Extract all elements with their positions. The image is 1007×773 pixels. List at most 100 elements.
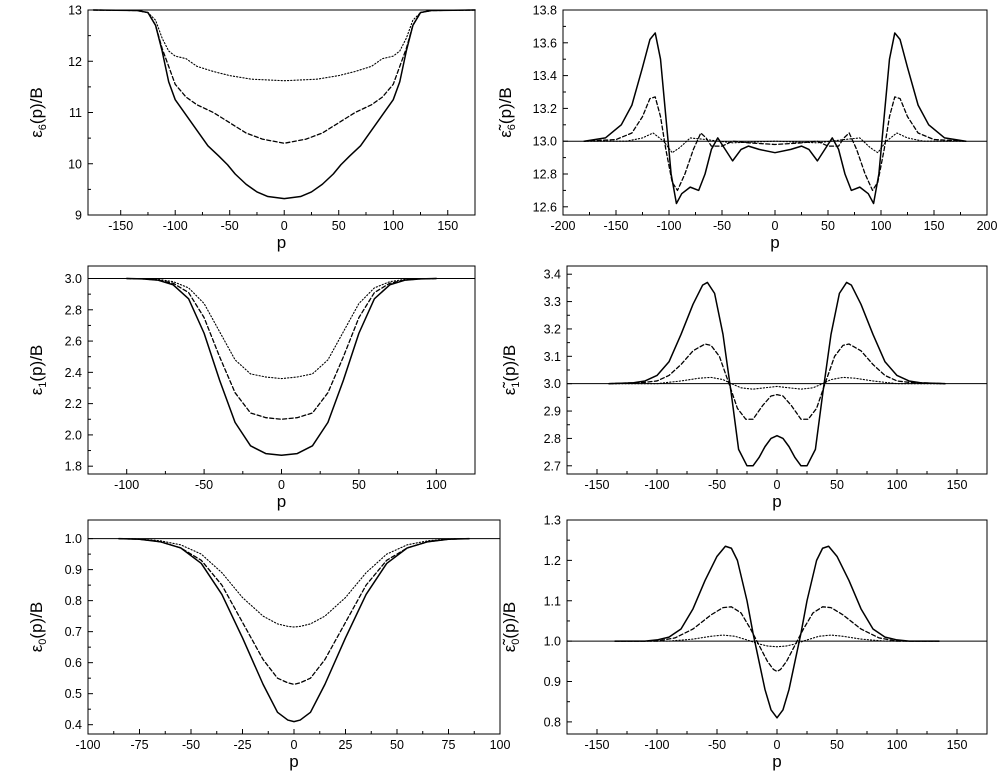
y-tick-label: 3.3 <box>544 295 561 309</box>
chart-panel-eps1tilde: -150 -100 -50 0 50 100 150 2.7 2.8 2.9 3.0 3.1 3.2 3.… <box>500 265 988 511</box>
chart-panel-eps1: -100 -50 0 50 100 1.8 2.0 2.2 2.4 2.6 2.8 3.0 p ε1(p)… <box>27 265 476 511</box>
y-tick-label: 13.8 <box>533 4 557 18</box>
x-tick-label: -25 <box>233 738 251 752</box>
y-tick-label: 0.8 <box>544 715 561 729</box>
y-tick-label: 2.9 <box>544 405 561 419</box>
x-tick-label: -50 <box>713 219 731 233</box>
series-line-solid <box>608 281 946 467</box>
series-line-dotted <box>583 132 967 154</box>
chart-panel-eps0: -100 -75 -50 -25 0 25 50 75 100 0.4 0.5 0.6 0.7 0.8 0.… <box>27 519 511 771</box>
series-line-solid <box>92 9 476 200</box>
x-tick-label: 0 <box>774 738 781 752</box>
y-tick-label: 2.2 <box>65 397 82 411</box>
x-tick-label: 25 <box>339 738 353 752</box>
series-line-dashed <box>583 96 967 192</box>
y-tick-label: 2.0 <box>65 428 82 442</box>
plot-frame <box>566 265 988 475</box>
x-tick-label: -50 <box>182 738 200 752</box>
x-axis-label: p <box>277 233 286 252</box>
y-tick-label: 2.4 <box>65 366 82 380</box>
plot-frame <box>566 519 988 735</box>
x-tick-label: -150 <box>584 478 609 492</box>
series-line-dashed <box>614 606 940 673</box>
y-tick-label: 3.0 <box>544 377 561 391</box>
x-tick-label: 100 <box>490 738 511 752</box>
x-tick-label: -100 <box>656 219 681 233</box>
x-tick-label: 0 <box>281 219 288 233</box>
x-tick-label: -50 <box>195 478 213 492</box>
x-tick-label: -200 <box>550 219 575 233</box>
y-axis-label: ε̃0(p)/B <box>500 602 522 653</box>
x-tick-label: -150 <box>584 738 609 752</box>
x-tick-label: -150 <box>603 219 628 233</box>
series-line-dotted <box>92 9 476 82</box>
y-tick-label: 1.0 <box>544 635 561 649</box>
y-tick-label: 2.6 <box>65 335 82 349</box>
series-line-dashed <box>608 343 946 420</box>
y-tick-label: 1.2 <box>544 554 561 568</box>
y-tick-label: 2.8 <box>65 303 82 317</box>
x-tick-label: -150 <box>108 219 133 233</box>
series-line-dotted <box>614 634 940 648</box>
plot-frame <box>87 9 476 216</box>
y-tick-label: 3.0 <box>65 272 82 286</box>
y-axis-label: ε̃6(p)/B <box>496 87 518 138</box>
x-tick-label: 100 <box>426 478 447 492</box>
y-axis-label: ε0(p)/B <box>27 602 49 653</box>
y-tick-label: 10 <box>68 157 82 171</box>
x-axis-label: p <box>277 492 286 511</box>
x-tick-label: 50 <box>390 738 404 752</box>
x-tick-label: 0 <box>291 738 298 752</box>
y-tick-label: 2.7 <box>544 459 561 473</box>
y-tick-label: 3.2 <box>544 322 561 336</box>
y-tick-label: 11 <box>69 106 82 120</box>
y-tick-label: 13.6 <box>533 36 557 50</box>
y-axis-label: ε6(p)/B <box>27 87 49 138</box>
series-line-dotted <box>608 376 946 390</box>
y-tick-label: 0.5 <box>65 687 82 701</box>
x-tick-label: 200 <box>977 219 998 233</box>
x-tick-label: 50 <box>332 219 346 233</box>
y-axis-label: ε̃1(p)/B <box>500 345 522 396</box>
x-tick-label: 100 <box>871 219 892 233</box>
y-tick-label: 13.0 <box>533 135 557 149</box>
x-tick-label: 150 <box>924 219 945 233</box>
series-line-dashed <box>92 9 476 144</box>
series-line-dotted <box>118 538 470 628</box>
series-line-solid <box>125 277 438 456</box>
y-tick-label: 12.6 <box>533 200 557 214</box>
chart-panel-eps0tilde: -150 -100 -50 0 50 100 150 0.8 0.9 1.0 1.1 1.2 1.3 p ε… <box>500 514 988 771</box>
series-line-solid <box>118 537 470 723</box>
series-line-dashed <box>126 277 437 420</box>
x-axis-label: p <box>772 752 781 771</box>
x-tick-label: -100 <box>644 478 669 492</box>
x-axis-label: p <box>289 752 298 771</box>
x-axis-label: p <box>772 492 781 511</box>
y-tick-label: 12 <box>68 55 82 69</box>
y-tick-label: 0.9 <box>65 563 82 577</box>
x-tick-label: -100 <box>163 219 188 233</box>
y-tick-label: 0.6 <box>65 656 82 670</box>
x-tick-label: 0 <box>772 219 779 233</box>
x-tick-label: 100 <box>887 478 908 492</box>
x-tick-label: -75 <box>130 738 148 752</box>
y-tick-label: 0.8 <box>65 594 82 608</box>
series-line-dashed <box>118 537 470 686</box>
y-tick-label: 1.0 <box>65 532 82 546</box>
y-tick-label: 0.9 <box>544 675 561 689</box>
chart-panel-eps6: -150 -100 -50 0 50 100 150 9 10 11 12 13 p ε6(p)/B <box>27 4 476 252</box>
x-tick-label: 150 <box>947 478 968 492</box>
x-tick-label: -100 <box>114 478 139 492</box>
y-tick-label: 2.8 <box>544 432 561 446</box>
x-tick-label: -50 <box>708 478 726 492</box>
x-tick-label: -100 <box>75 738 100 752</box>
x-tick-label: 50 <box>830 738 844 752</box>
y-tick-label: 12.8 <box>533 168 557 182</box>
x-tick-label: -50 <box>708 738 726 752</box>
x-tick-label: 0 <box>278 478 285 492</box>
y-tick-label: 3.1 <box>544 350 561 364</box>
y-tick-label: 13.4 <box>533 69 557 83</box>
x-tick-label: 50 <box>830 478 844 492</box>
x-tick-label: 150 <box>437 219 458 233</box>
x-tick-label: 50 <box>352 478 366 492</box>
